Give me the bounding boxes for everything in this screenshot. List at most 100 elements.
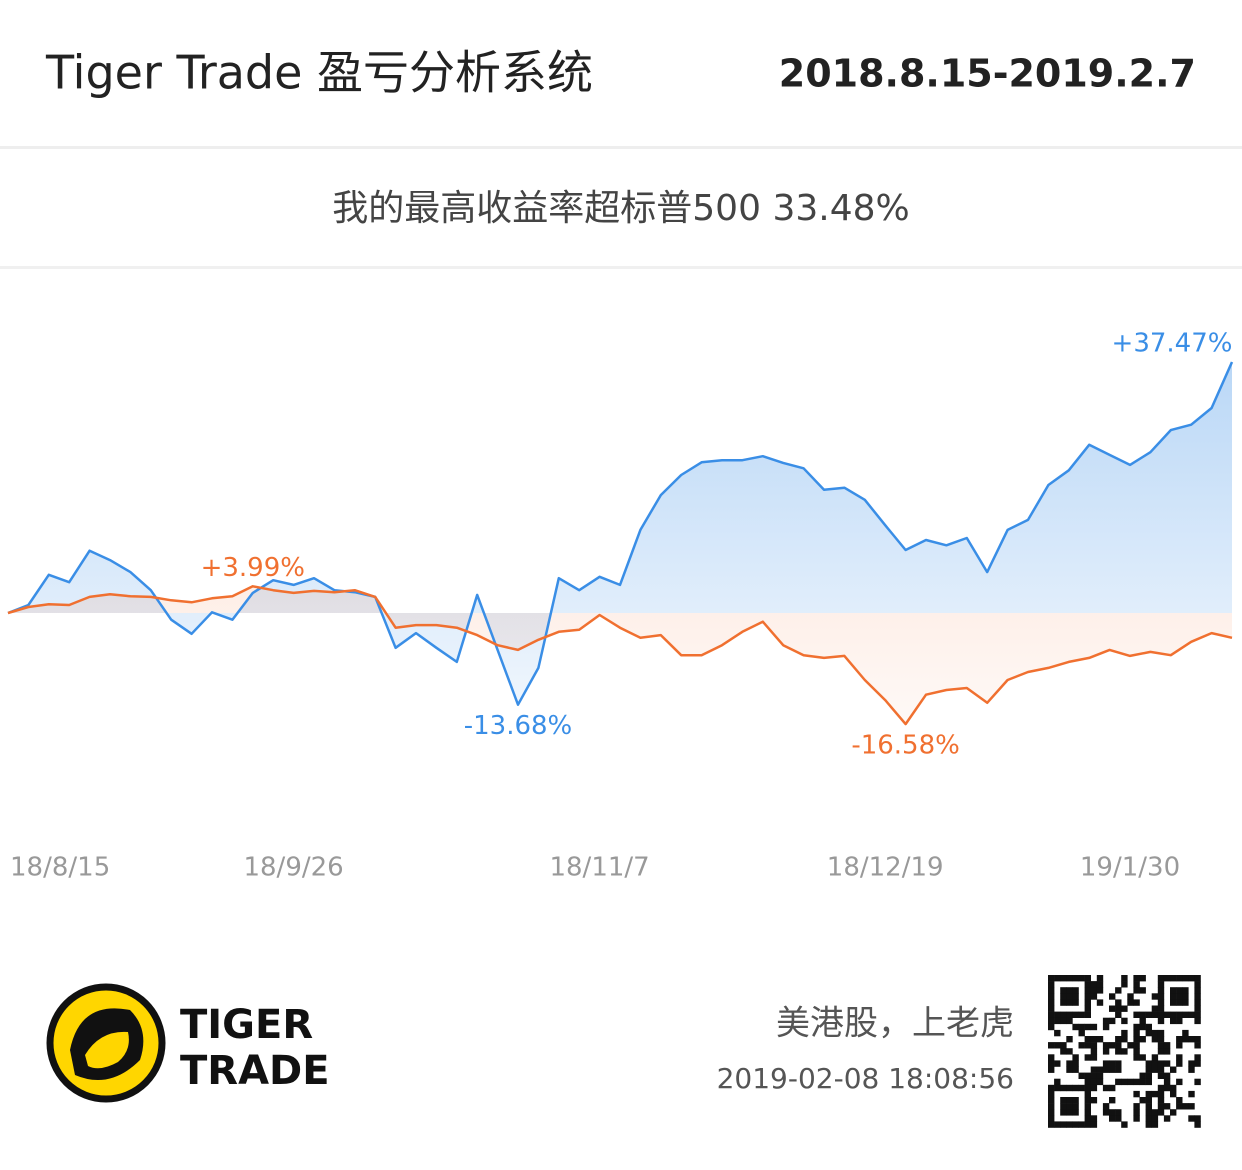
qr-cell xyxy=(1188,1060,1195,1067)
qr-cell xyxy=(1188,975,1195,982)
qr-cell xyxy=(1048,1109,1055,1116)
data-label: +37.47% xyxy=(1112,328,1233,358)
qr-cell xyxy=(1170,1066,1177,1073)
qr-cell xyxy=(1121,1005,1128,1012)
qr-cell xyxy=(1109,1115,1116,1122)
x-tick-label: 18/12/19 xyxy=(827,853,944,883)
qr-cell xyxy=(1072,1121,1079,1128)
qr-cell xyxy=(1121,1121,1128,1128)
qr-cell xyxy=(1066,1060,1073,1067)
qr-cell xyxy=(1188,1103,1195,1110)
qr-cell xyxy=(1109,1084,1116,1092)
qr-cell xyxy=(1127,1078,1134,1086)
qr-cell xyxy=(1084,987,1091,994)
qr-cell xyxy=(1133,1103,1140,1110)
qr-cell xyxy=(1060,1042,1067,1049)
qr-cell xyxy=(1048,1060,1055,1067)
divider xyxy=(0,266,1242,269)
qr-cell xyxy=(1090,1048,1098,1055)
chart: -13.68% +37.47% +3.99% -16.58% 18/8/15 18/9/2… xyxy=(7,328,1234,883)
qr-cell xyxy=(1048,987,1055,994)
timestamp: 2019-02-08 18:08:56 xyxy=(717,1062,1014,1095)
qr-cell xyxy=(1163,1103,1171,1110)
qr-cell xyxy=(1084,1097,1091,1104)
qr-cell xyxy=(1157,1029,1165,1037)
qr-cell xyxy=(1090,1042,1098,1049)
qr-cell xyxy=(1048,1115,1055,1122)
qr-cell xyxy=(1115,1005,1122,1012)
qr-cell xyxy=(1139,1017,1146,1025)
qr-cell xyxy=(1182,1011,1189,1018)
qr-cell xyxy=(1048,1097,1055,1104)
qr-cell xyxy=(1157,999,1165,1006)
qr-cell xyxy=(1194,981,1201,988)
qr-cell xyxy=(1157,993,1165,1000)
qr-cell xyxy=(1194,1036,1201,1043)
qr-cell xyxy=(1133,1078,1140,1086)
qr-cell xyxy=(1090,1066,1098,1073)
qr-cell xyxy=(1145,1072,1152,1079)
qr-cell xyxy=(1078,1023,1085,1031)
qr-cell xyxy=(1151,1029,1159,1037)
qr-cell xyxy=(1102,1060,1110,1067)
qr-cell xyxy=(1145,1023,1152,1031)
qr-cell xyxy=(1121,975,1128,982)
qr-cell xyxy=(1054,1060,1061,1067)
qr-cell xyxy=(1194,1042,1201,1049)
qr-cell xyxy=(1066,1121,1073,1128)
x-tick-label: 18/9/26 xyxy=(243,853,343,883)
qr-cell xyxy=(1054,1084,1061,1092)
qr-cell xyxy=(1182,1036,1189,1043)
qr-cell xyxy=(1102,1048,1110,1055)
qr-cell xyxy=(1194,1078,1201,1086)
qr-code xyxy=(1048,975,1201,1128)
qr-cell xyxy=(1139,975,1146,982)
logo-text: TRADE xyxy=(180,1048,330,1094)
line xyxy=(7,361,1234,706)
qr-cell xyxy=(1145,1097,1152,1104)
qr-cell xyxy=(1163,1048,1171,1055)
qr-cell xyxy=(1163,1011,1171,1018)
qr-cell xyxy=(1048,1084,1055,1092)
qr-cell xyxy=(1090,981,1098,988)
qr-cell xyxy=(1151,1109,1159,1116)
qr-cell xyxy=(1072,987,1079,994)
qr-cell xyxy=(1157,1017,1165,1025)
qr-cell xyxy=(1133,1090,1140,1098)
qr-cell xyxy=(1176,1078,1183,1086)
qr-cell xyxy=(1048,1054,1055,1061)
qr-cell xyxy=(1090,1023,1098,1031)
qr-cell xyxy=(1048,975,1055,982)
qr-cell xyxy=(1084,1005,1091,1012)
qr-cell xyxy=(1090,1072,1098,1079)
qr-cell xyxy=(1084,1011,1091,1018)
qr-cell xyxy=(1115,1060,1122,1067)
qr-cell xyxy=(1072,1109,1079,1116)
qr-cell xyxy=(1066,999,1073,1006)
qr-cell xyxy=(1072,1097,1079,1104)
qr-cell xyxy=(1115,1066,1122,1073)
qr-cell xyxy=(1133,1042,1140,1049)
qr-cell xyxy=(1170,993,1177,1000)
qr-cell xyxy=(1127,993,1134,1000)
data-label: -16.58% xyxy=(851,731,960,761)
qr-cell xyxy=(1066,1036,1073,1043)
qr-cell xyxy=(1090,1097,1098,1104)
qr-cell xyxy=(1139,1011,1146,1018)
qr-cell xyxy=(1133,1115,1140,1122)
qr-cell xyxy=(1072,1011,1079,1018)
qr-cell xyxy=(1072,975,1079,982)
qr-cell xyxy=(1084,981,1091,988)
qr-cell xyxy=(1109,1097,1116,1104)
qr-cell xyxy=(1188,1090,1195,1098)
qr-cell xyxy=(1084,1121,1091,1128)
qr-cell xyxy=(1194,999,1201,1006)
qr-cell xyxy=(1157,981,1165,988)
qr-cell xyxy=(1188,1011,1195,1018)
qr-cell xyxy=(1194,1017,1201,1025)
qr-cell xyxy=(1121,981,1128,988)
qr-cell xyxy=(1084,1072,1091,1079)
qr-cell xyxy=(1145,1066,1152,1073)
qr-cell xyxy=(1090,1115,1098,1122)
